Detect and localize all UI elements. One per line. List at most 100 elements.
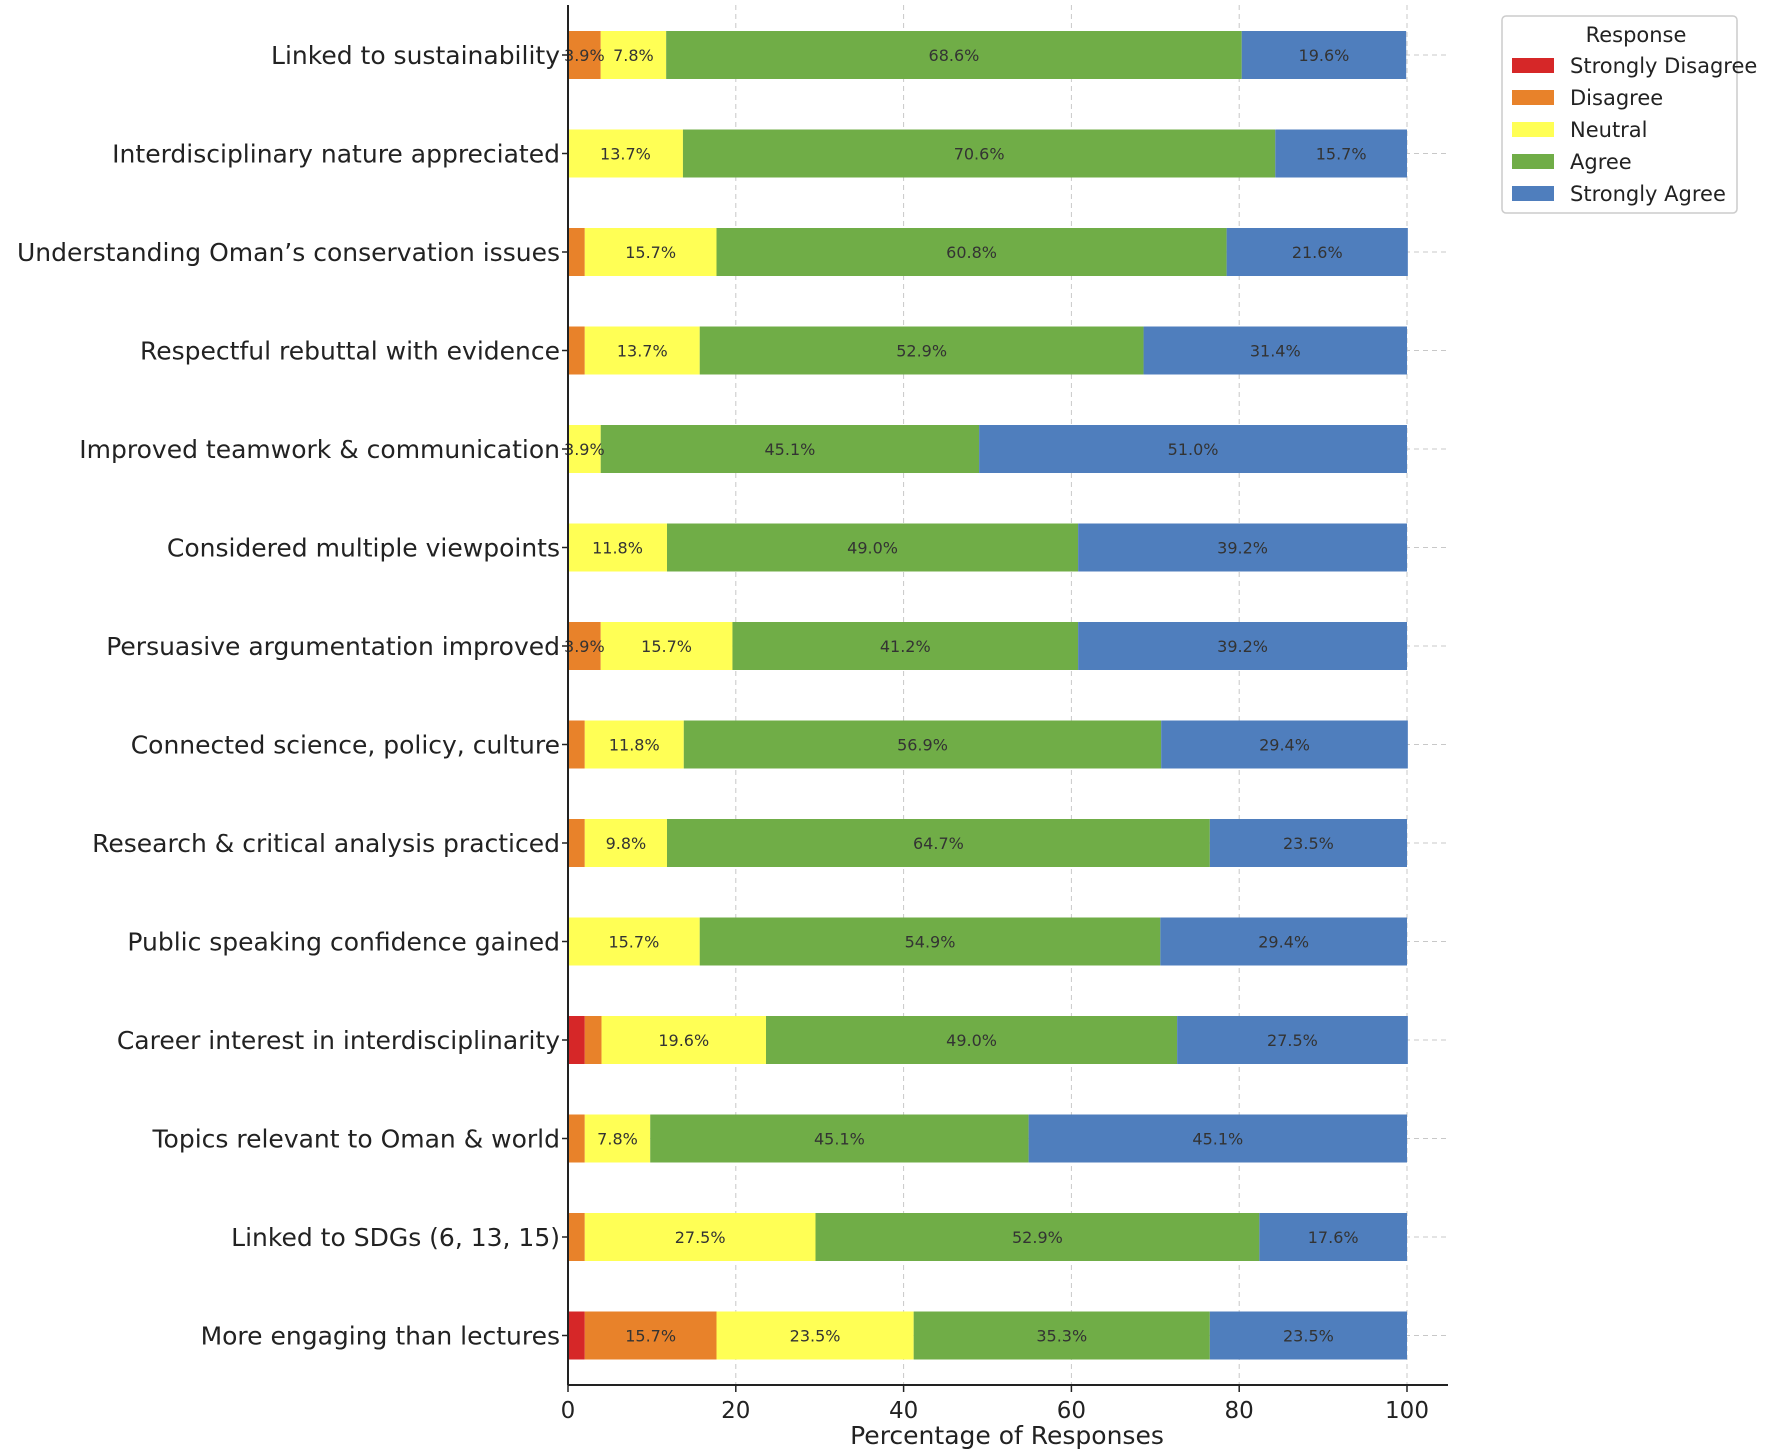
bar-segment bbox=[667, 819, 1210, 867]
x-tick-label: 60 bbox=[1057, 1398, 1086, 1424]
data-label: 29.4% bbox=[1259, 736, 1310, 755]
bar-segment bbox=[600, 31, 667, 79]
bar-segment bbox=[568, 622, 601, 670]
data-label: 64.7% bbox=[913, 834, 964, 853]
bar-segment bbox=[1275, 129, 1407, 178]
bar-segment bbox=[1161, 720, 1408, 769]
data-label: 60.8% bbox=[946, 243, 997, 262]
data-label: 19.6% bbox=[1299, 46, 1350, 65]
bar-segment bbox=[1241, 31, 1407, 79]
bar-segment bbox=[568, 228, 585, 276]
bar-segment bbox=[584, 228, 717, 276]
legend-entries: Strongly Disagree Disagree Neutral Agree Str… bbox=[1512, 54, 1757, 206]
data-label: 17.6% bbox=[1308, 1228, 1359, 1247]
bar-segment bbox=[766, 1016, 1178, 1064]
data-label: 35.3% bbox=[1036, 1327, 1087, 1346]
category-label: Public speaking confidence gained bbox=[127, 928, 560, 957]
x-tick-label: 40 bbox=[889, 1398, 918, 1424]
data-label: 15.7% bbox=[625, 1327, 676, 1346]
bar-segment bbox=[650, 1114, 1029, 1163]
legend-swatch bbox=[1512, 122, 1554, 137]
bar-segment bbox=[568, 326, 585, 375]
category-label: Linked to SDGs (6, 13, 15) bbox=[231, 1223, 560, 1252]
data-label: 15.7% bbox=[641, 637, 692, 656]
bar-segment bbox=[913, 1311, 1210, 1360]
data-label: 13.7% bbox=[617, 342, 668, 361]
x-tick-label: 0 bbox=[561, 1398, 576, 1424]
data-label: 3.9% bbox=[564, 637, 605, 656]
data-label: 51.0% bbox=[1168, 440, 1219, 459]
x-axis-title: Percentage of Responses bbox=[850, 1421, 1164, 1450]
bar-segment bbox=[584, 1213, 816, 1261]
bar-segment bbox=[600, 622, 733, 670]
bar-segment bbox=[568, 720, 585, 769]
category-label: Linked to sustainability bbox=[271, 41, 560, 70]
data-label: 45.1% bbox=[814, 1130, 865, 1149]
bar-segment bbox=[716, 228, 1227, 276]
category-label: Respectful rebuttal with evidence bbox=[140, 337, 560, 366]
data-label: 56.9% bbox=[897, 736, 948, 755]
legend-label: Strongly Agree bbox=[1570, 182, 1726, 206]
legend-swatch bbox=[1512, 90, 1554, 105]
bar-segment bbox=[568, 31, 601, 79]
bar-segment bbox=[568, 1213, 585, 1261]
bar-segment bbox=[1078, 622, 1407, 670]
bar-segment bbox=[1226, 228, 1408, 276]
bar-segment bbox=[1259, 1213, 1407, 1261]
bar-segment bbox=[716, 1311, 914, 1360]
bar-segment bbox=[584, 1016, 602, 1064]
legend-label: Strongly Disagree bbox=[1570, 54, 1757, 78]
legend: Response Strongly Disagree Disagree Neutra… bbox=[1501, 15, 1757, 214]
x-tick-label: 80 bbox=[1225, 1398, 1254, 1424]
data-label: 70.6% bbox=[954, 145, 1005, 164]
bar-segment bbox=[1160, 917, 1407, 966]
data-label: 29.4% bbox=[1258, 933, 1309, 952]
data-label: 45.1% bbox=[765, 440, 816, 459]
bar-segment bbox=[568, 819, 585, 867]
category-label: More engaging than lectures bbox=[201, 1322, 560, 1351]
data-label: 11.8% bbox=[609, 736, 660, 755]
grid-layer bbox=[568, 5, 1448, 1385]
axes-layer: Linked to sustainability Interdisciplinar… bbox=[17, 5, 1448, 1424]
data-label: 68.6% bbox=[929, 46, 980, 65]
data-label: 15.7% bbox=[625, 243, 676, 262]
data-label: 21.6% bbox=[1292, 243, 1343, 262]
x-tick-label: 100 bbox=[1385, 1398, 1429, 1424]
legend-label: Neutral bbox=[1570, 118, 1648, 142]
data-label: 49.0% bbox=[847, 539, 898, 558]
category-label: Research & critical analysis practiced bbox=[92, 829, 560, 858]
bar-segment bbox=[568, 129, 683, 178]
bar-segment bbox=[699, 917, 1161, 966]
data-label: 23.5% bbox=[1283, 1327, 1334, 1346]
legend-swatch bbox=[1512, 154, 1554, 169]
bar-segment bbox=[600, 425, 980, 473]
data-label: 39.2% bbox=[1217, 539, 1268, 558]
data-label: 39.2% bbox=[1217, 637, 1268, 656]
data-label: 27.5% bbox=[1267, 1031, 1318, 1050]
data-label: 11.8% bbox=[592, 539, 643, 558]
category-label: Persuasive argumentation improved bbox=[106, 632, 560, 661]
bar-segment bbox=[568, 1311, 585, 1360]
data-label: 45.1% bbox=[1192, 1130, 1243, 1149]
data-label: 27.5% bbox=[675, 1228, 726, 1247]
data-label: 23.5% bbox=[790, 1327, 841, 1346]
bar-segment bbox=[568, 523, 668, 572]
data-label: 31.4% bbox=[1250, 342, 1301, 361]
bar-segment bbox=[1143, 326, 1407, 375]
bar-segment bbox=[568, 917, 700, 966]
category-label: Topics relevant to Oman & world bbox=[152, 1125, 560, 1154]
category-label: Improved teamwork & communication bbox=[79, 435, 560, 464]
data-label: 15.7% bbox=[608, 933, 659, 952]
bar-segment bbox=[584, 1311, 717, 1360]
legend-swatch bbox=[1512, 58, 1554, 73]
bar-segment bbox=[667, 523, 1079, 572]
bar-segment bbox=[979, 425, 1407, 473]
bar-segment bbox=[682, 129, 1276, 178]
bar-segment bbox=[601, 1016, 767, 1064]
bar-segment bbox=[683, 720, 1162, 769]
data-label: 54.9% bbox=[905, 933, 956, 952]
category-label: Career interest in interdisciplinarity bbox=[117, 1026, 560, 1055]
legend-frame bbox=[1501, 15, 1738, 214]
